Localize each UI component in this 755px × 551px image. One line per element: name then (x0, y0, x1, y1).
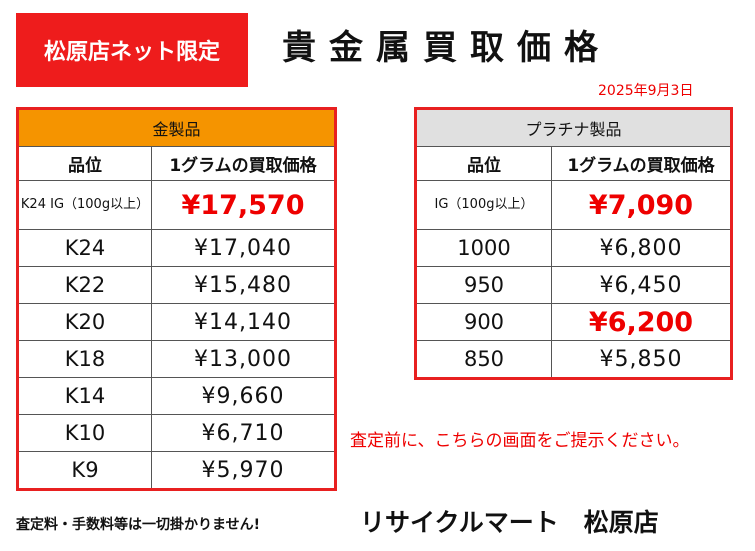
gold-col-price-header: 1グラムの買取価格 (150, 146, 337, 181)
platinum-price-cell: ¥6,800 (550, 229, 733, 267)
gold-price-cell: ¥6,710 (150, 414, 337, 452)
platinum-table-caption: プラチナ製品 (414, 108, 733, 147)
platinum-grade-cell: 1000 (415, 229, 552, 267)
gold-price-cell: ¥17,040 (150, 229, 337, 267)
gold-grade-cell: K22 (17, 266, 152, 304)
gold-price-cell: ¥13,000 (150, 340, 337, 378)
gold-grade-cell: K18 (17, 340, 152, 378)
gold-col-grade-header: 品位 (17, 146, 152, 181)
platinum-price-cell: ¥5,850 (550, 340, 733, 379)
no-fees-note: 査定料・手数料等は一切掛かりません! (16, 517, 260, 533)
gold-grade-cell: K24 (17, 229, 152, 267)
gold-table-caption: 金製品 (16, 108, 337, 147)
platinum-price-cell: ¥6,450 (550, 266, 733, 304)
gold-price-cell: ¥9,660 (150, 377, 337, 415)
platinum-grade-cell: IG（100g以上） (415, 180, 552, 230)
platinum-grade-cell: 850 (415, 340, 552, 379)
platinum-price-cell: ¥6,200 (550, 303, 733, 341)
platinum-grade-cell: 950 (415, 266, 552, 304)
platinum-price-table: プラチナ製品 品位 1グラムの買取価格 IG（100g以上） ¥7,090 10… (414, 107, 734, 380)
gold-price-cell: ¥14,140 (150, 303, 337, 341)
store-name: リサイクルマート 松原店 (360, 508, 659, 537)
present-screen-notice: 査定前に、こちらの画面をご提示ください。 (350, 431, 690, 451)
gold-grade-cell: K10 (17, 414, 152, 452)
platinum-col-grade-header: 品位 (415, 146, 552, 181)
gold-price-cell: ¥5,970 (150, 451, 337, 490)
gold-price-cell: ¥15,480 (150, 266, 337, 304)
gold-grade-cell: K24 IG（100g以上） (17, 180, 152, 230)
gold-grade-cell: K20 (17, 303, 152, 341)
gold-grade-cell: K14 (17, 377, 152, 415)
gold-price-cell: ¥17,570 (150, 180, 337, 230)
price-date: 2025年9月3日 (598, 83, 694, 99)
page-title: 貴金属買取価格 (282, 28, 611, 68)
gold-grade-cell: K9 (17, 451, 152, 490)
platinum-col-price-header: 1グラムの買取価格 (550, 146, 733, 181)
platinum-price-cell: ¥7,090 (550, 180, 733, 230)
gold-price-table: 金製品 品位 1グラムの買取価格 K24 IG（100g以上） ¥17,570 … (16, 107, 338, 491)
store-limited-badge: 松原店ネット限定 (16, 13, 248, 87)
platinum-grade-cell: 900 (415, 303, 552, 341)
